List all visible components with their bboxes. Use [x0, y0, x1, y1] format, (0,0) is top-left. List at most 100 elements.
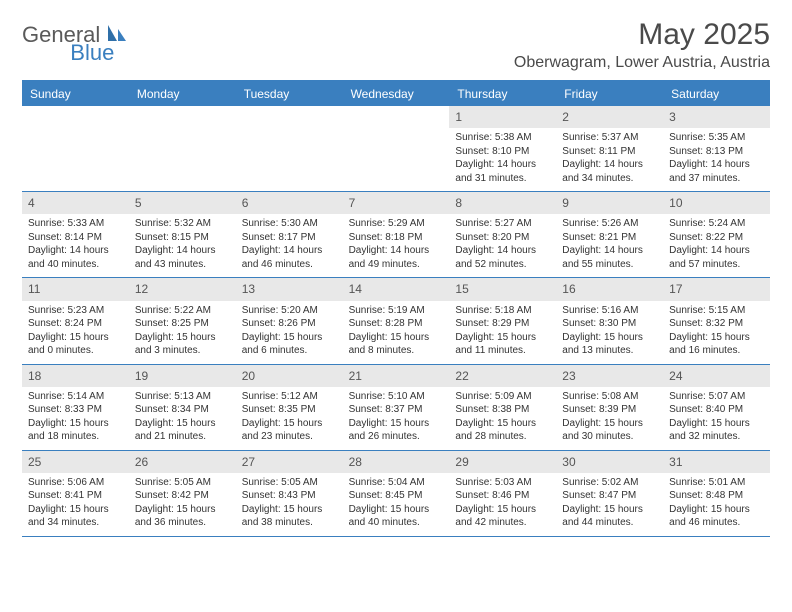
sunrise-line: Sunrise: 5:02 AM	[562, 476, 657, 490]
daylight-line-1: Daylight: 15 hours	[349, 331, 444, 345]
day-header-tuesday: Tuesday	[236, 82, 343, 106]
day-cell: 17Sunrise: 5:15 AMSunset: 8:32 PMDayligh…	[663, 278, 770, 364]
day-details: Sunrise: 5:12 AMSunset: 8:35 PMDaylight:…	[236, 387, 343, 450]
empty-cell	[236, 106, 343, 192]
day-cell: 10Sunrise: 5:24 AMSunset: 8:22 PMDayligh…	[663, 192, 770, 278]
sunset-line: Sunset: 8:39 PM	[562, 403, 657, 417]
daylight-line-2: and 55 minutes.	[562, 258, 657, 272]
daylight-line-2: and 13 minutes.	[562, 344, 657, 358]
sunrise-line: Sunrise: 5:15 AM	[669, 304, 764, 318]
daylight-line-2: and 37 minutes.	[669, 172, 764, 186]
day-details: Sunrise: 5:06 AMSunset: 8:41 PMDaylight:…	[22, 473, 129, 536]
day-number: 24	[663, 365, 770, 387]
day-details: Sunrise: 5:18 AMSunset: 8:29 PMDaylight:…	[449, 301, 556, 364]
day-header-saturday: Saturday	[663, 82, 770, 106]
day-details: Sunrise: 5:16 AMSunset: 8:30 PMDaylight:…	[556, 301, 663, 364]
day-details: Sunrise: 5:05 AMSunset: 8:42 PMDaylight:…	[129, 473, 236, 536]
day-number: 29	[449, 451, 556, 473]
sunset-line: Sunset: 8:42 PM	[135, 489, 230, 503]
daylight-line-1: Daylight: 14 hours	[349, 244, 444, 258]
day-number: 10	[663, 192, 770, 214]
sunset-line: Sunset: 8:26 PM	[242, 317, 337, 331]
day-details: Sunrise: 5:07 AMSunset: 8:40 PMDaylight:…	[663, 387, 770, 450]
daylight-line-1: Daylight: 15 hours	[455, 503, 550, 517]
daylight-line-2: and 26 minutes.	[349, 430, 444, 444]
sunrise-line: Sunrise: 5:04 AM	[349, 476, 444, 490]
day-details: Sunrise: 5:30 AMSunset: 8:17 PMDaylight:…	[236, 214, 343, 277]
sunrise-line: Sunrise: 5:10 AM	[349, 390, 444, 404]
day-header-friday: Friday	[556, 82, 663, 106]
day-details: Sunrise: 5:27 AMSunset: 8:20 PMDaylight:…	[449, 214, 556, 277]
day-cell: 24Sunrise: 5:07 AMSunset: 8:40 PMDayligh…	[663, 365, 770, 451]
day-details: Sunrise: 5:23 AMSunset: 8:24 PMDaylight:…	[22, 301, 129, 364]
day-cell: 7Sunrise: 5:29 AMSunset: 8:18 PMDaylight…	[343, 192, 450, 278]
sunset-line: Sunset: 8:18 PM	[349, 231, 444, 245]
daylight-line-1: Daylight: 15 hours	[669, 503, 764, 517]
day-cell: 14Sunrise: 5:19 AMSunset: 8:28 PMDayligh…	[343, 278, 450, 364]
daylight-line-2: and 21 minutes.	[135, 430, 230, 444]
day-details: Sunrise: 5:14 AMSunset: 8:33 PMDaylight:…	[22, 387, 129, 450]
daylight-line-1: Daylight: 14 hours	[135, 244, 230, 258]
day-cell: 23Sunrise: 5:08 AMSunset: 8:39 PMDayligh…	[556, 365, 663, 451]
daylight-line-2: and 6 minutes.	[242, 344, 337, 358]
day-cell: 12Sunrise: 5:22 AMSunset: 8:25 PMDayligh…	[129, 278, 236, 364]
day-cell: 1Sunrise: 5:38 AMSunset: 8:10 PMDaylight…	[449, 106, 556, 192]
sunrise-line: Sunrise: 5:06 AM	[28, 476, 123, 490]
day-details: Sunrise: 5:13 AMSunset: 8:34 PMDaylight:…	[129, 387, 236, 450]
day-number: 4	[22, 192, 129, 214]
daylight-line-1: Daylight: 15 hours	[28, 503, 123, 517]
daylight-line-1: Daylight: 15 hours	[135, 417, 230, 431]
day-cell: 5Sunrise: 5:32 AMSunset: 8:15 PMDaylight…	[129, 192, 236, 278]
daylight-line-2: and 23 minutes.	[242, 430, 337, 444]
sunrise-line: Sunrise: 5:16 AM	[562, 304, 657, 318]
day-number: 28	[343, 451, 450, 473]
day-number: 31	[663, 451, 770, 473]
empty-cell	[343, 106, 450, 192]
sunrise-line: Sunrise: 5:22 AM	[135, 304, 230, 318]
day-cell: 16Sunrise: 5:16 AMSunset: 8:30 PMDayligh…	[556, 278, 663, 364]
daylight-line-1: Daylight: 15 hours	[28, 331, 123, 345]
day-cell: 13Sunrise: 5:20 AMSunset: 8:26 PMDayligh…	[236, 278, 343, 364]
sunset-line: Sunset: 8:38 PM	[455, 403, 550, 417]
day-number: 25	[22, 451, 129, 473]
day-cell: 25Sunrise: 5:06 AMSunset: 8:41 PMDayligh…	[22, 451, 129, 537]
daylight-line-1: Daylight: 15 hours	[669, 331, 764, 345]
day-cell: 2Sunrise: 5:37 AMSunset: 8:11 PMDaylight…	[556, 106, 663, 192]
calendar-grid: SundayMondayTuesdayWednesdayThursdayFrid…	[22, 82, 770, 537]
day-cell: 18Sunrise: 5:14 AMSunset: 8:33 PMDayligh…	[22, 365, 129, 451]
daylight-line-1: Daylight: 15 hours	[135, 331, 230, 345]
sunset-line: Sunset: 8:13 PM	[669, 145, 764, 159]
day-number: 6	[236, 192, 343, 214]
day-number: 3	[663, 106, 770, 128]
day-cell: 4Sunrise: 5:33 AMSunset: 8:14 PMDaylight…	[22, 192, 129, 278]
day-number: 2	[556, 106, 663, 128]
sunrise-line: Sunrise: 5:38 AM	[455, 131, 550, 145]
sunrise-line: Sunrise: 5:19 AM	[349, 304, 444, 318]
day-cell: 9Sunrise: 5:26 AMSunset: 8:21 PMDaylight…	[556, 192, 663, 278]
sunset-line: Sunset: 8:15 PM	[135, 231, 230, 245]
daylight-line-2: and 3 minutes.	[135, 344, 230, 358]
daylight-line-2: and 40 minutes.	[28, 258, 123, 272]
day-cell: 11Sunrise: 5:23 AMSunset: 8:24 PMDayligh…	[22, 278, 129, 364]
sunset-line: Sunset: 8:30 PM	[562, 317, 657, 331]
daylight-line-2: and 57 minutes.	[669, 258, 764, 272]
logo: General Blue	[22, 22, 178, 48]
day-number: 18	[22, 365, 129, 387]
day-number: 5	[129, 192, 236, 214]
daylight-line-1: Daylight: 14 hours	[669, 244, 764, 258]
sunset-line: Sunset: 8:46 PM	[455, 489, 550, 503]
day-details: Sunrise: 5:08 AMSunset: 8:39 PMDaylight:…	[556, 387, 663, 450]
day-details: Sunrise: 5:03 AMSunset: 8:46 PMDaylight:…	[449, 473, 556, 536]
daylight-line-1: Daylight: 14 hours	[562, 244, 657, 258]
daylight-line-2: and 42 minutes.	[455, 516, 550, 530]
daylight-line-1: Daylight: 15 hours	[562, 417, 657, 431]
daylight-line-2: and 0 minutes.	[28, 344, 123, 358]
day-number: 17	[663, 278, 770, 300]
sunset-line: Sunset: 8:22 PM	[669, 231, 764, 245]
daylight-line-2: and 40 minutes.	[349, 516, 444, 530]
daylight-line-2: and 34 minutes.	[562, 172, 657, 186]
sunset-line: Sunset: 8:45 PM	[349, 489, 444, 503]
sunrise-line: Sunrise: 5:20 AM	[242, 304, 337, 318]
daylight-line-1: Daylight: 15 hours	[242, 417, 337, 431]
day-cell: 20Sunrise: 5:12 AMSunset: 8:35 PMDayligh…	[236, 365, 343, 451]
